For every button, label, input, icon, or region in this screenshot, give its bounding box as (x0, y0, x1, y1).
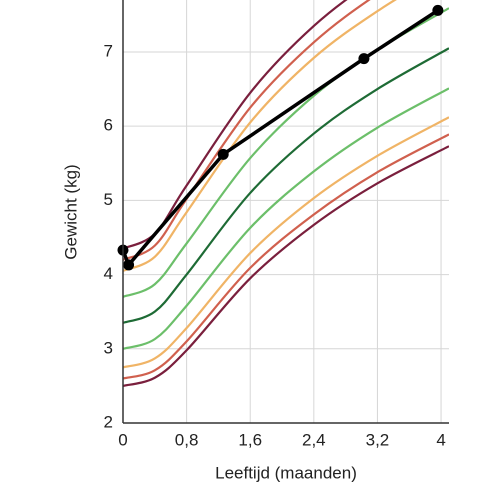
measurement-point (123, 259, 135, 271)
measurement-point (358, 53, 370, 65)
y-tick-label: 7 (104, 41, 113, 60)
percentile-curve (123, 0, 371, 261)
percentile-curve (123, 145, 449, 387)
percentile-curve (123, 47, 449, 324)
y-axis-label: Gewicht (kg) (61, 164, 80, 259)
percentile-curve (123, 0, 348, 250)
percentile-curve (123, 87, 449, 350)
percentile-curve (123, 0, 397, 272)
percentile-curve (123, 116, 449, 369)
y-tick-label: 6 (104, 116, 113, 135)
x-tick-label: 3,2 (366, 430, 390, 449)
y-tick-label: 3 (104, 338, 113, 357)
x-tick-label: 1,6 (238, 430, 262, 449)
measurement-point (217, 148, 229, 160)
percentile-curve (123, 133, 449, 380)
y-tick-label: 5 (104, 190, 113, 209)
y-tick-label: 4 (104, 264, 113, 283)
measurement-line (123, 8, 439, 267)
measurement-point (432, 4, 444, 16)
x-tick-label: 2,4 (302, 430, 326, 449)
x-tick-label: 0 (118, 430, 127, 449)
x-axis-label: Leeftijd (maanden) (215, 463, 357, 482)
y-tick-label: 2 (104, 412, 113, 431)
plot-area (123, 0, 449, 387)
x-tick-label: 0,8 (175, 430, 199, 449)
x-tick-label: 4 (436, 430, 445, 449)
